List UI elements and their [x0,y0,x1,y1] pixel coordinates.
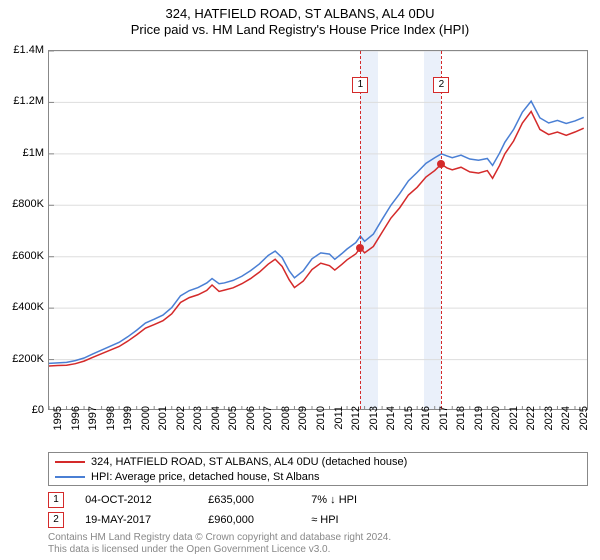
legend-swatch-1 [55,476,85,478]
plot-area: 12 [48,50,588,410]
marker-date-1: 19-MAY-2017 [85,514,205,526]
marker-price-0: £635,000 [208,494,308,506]
title-line1: 324, HATFIELD ROAD, ST ALBANS, AL4 0DU [0,6,600,22]
chart-container: 324, HATFIELD ROAD, ST ALBANS, AL4 0DU P… [0,0,600,560]
footer-line2: This data is licensed under the Open Gov… [48,544,391,556]
title-line2: Price paid vs. HM Land Registry's House … [0,22,600,38]
footer-line1: Contains HM Land Registry data © Crown c… [48,532,391,544]
legend-box: 324, HATFIELD ROAD, ST ALBANS, AL4 0DU (… [48,452,588,486]
chart-svg [49,51,588,410]
chart-wrap: 12 [48,50,588,410]
legend-swatch-0 [55,461,85,463]
marker-num-1: 2 [48,512,64,528]
legend-label-1: HPI: Average price, detached house, St A… [91,471,320,483]
marker-row-1: 2 19-MAY-2017 £960,000 ≈ HPI [48,512,588,528]
marker-rel-1: ≈ HPI [311,514,338,526]
marker-price-1: £960,000 [208,514,308,526]
marker-row-0: 1 04-OCT-2012 £635,000 7% ↓ HPI [48,492,588,508]
marker-num-0: 1 [48,492,64,508]
title-block: 324, HATFIELD ROAD, ST ALBANS, AL4 0DU P… [0,0,600,39]
legend-item-1: HPI: Average price, detached house, St A… [55,470,581,485]
marker-rel-0: 7% ↓ HPI [311,494,357,506]
legend-label-0: 324, HATFIELD ROAD, ST ALBANS, AL4 0DU (… [91,456,407,468]
marker-date-0: 04-OCT-2012 [85,494,205,506]
footer: Contains HM Land Registry data © Crown c… [48,532,391,556]
legend-item-0: 324, HATFIELD ROAD, ST ALBANS, AL4 0DU (… [55,455,581,470]
